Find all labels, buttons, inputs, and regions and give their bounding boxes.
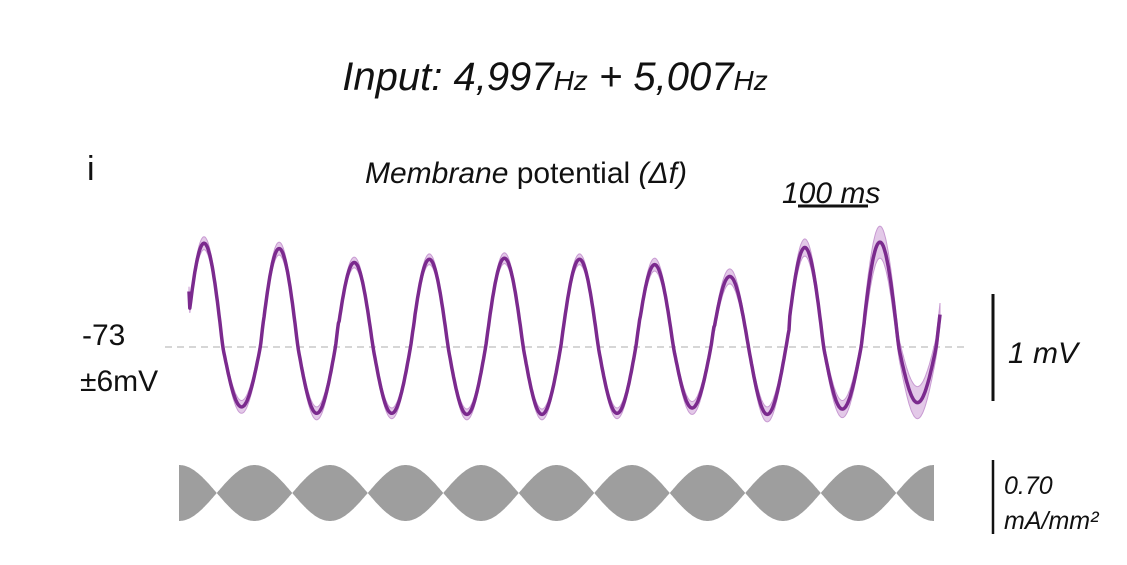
figure-title: Input: 4,997Hz + 5,007Hz [342, 55, 767, 99]
subtitle-plain: potential [508, 157, 638, 190]
baseline-value: -73 [82, 319, 125, 352]
voltage-scalebar-label: 1 mV [1008, 337, 1081, 370]
subtitle-italic: Membrane [365, 157, 508, 190]
input-current-envelope [179, 465, 934, 521]
title-unit2: Hz [734, 65, 768, 96]
title-plus: + [588, 55, 634, 99]
title-prefix: Input: [342, 55, 453, 99]
current-scalebar-value: 0.70 [1004, 472, 1053, 500]
title-freq1: 4,997 [453, 55, 555, 99]
title-unit1: Hz [554, 65, 588, 96]
membrane-potential-trace [187, 240, 942, 417]
plot-subtitle: Membrane potential (Δf) [365, 157, 687, 190]
subtitle-delta: (Δf) [639, 157, 687, 190]
panel-label: i [87, 150, 95, 188]
title-freq2: 5,007 [633, 55, 735, 99]
time-scalebar-label: 100 ms [782, 177, 880, 210]
baseline-spread: ±6mV [80, 365, 158, 398]
current-scalebar-unit: mA/mm² [1004, 507, 1100, 535]
